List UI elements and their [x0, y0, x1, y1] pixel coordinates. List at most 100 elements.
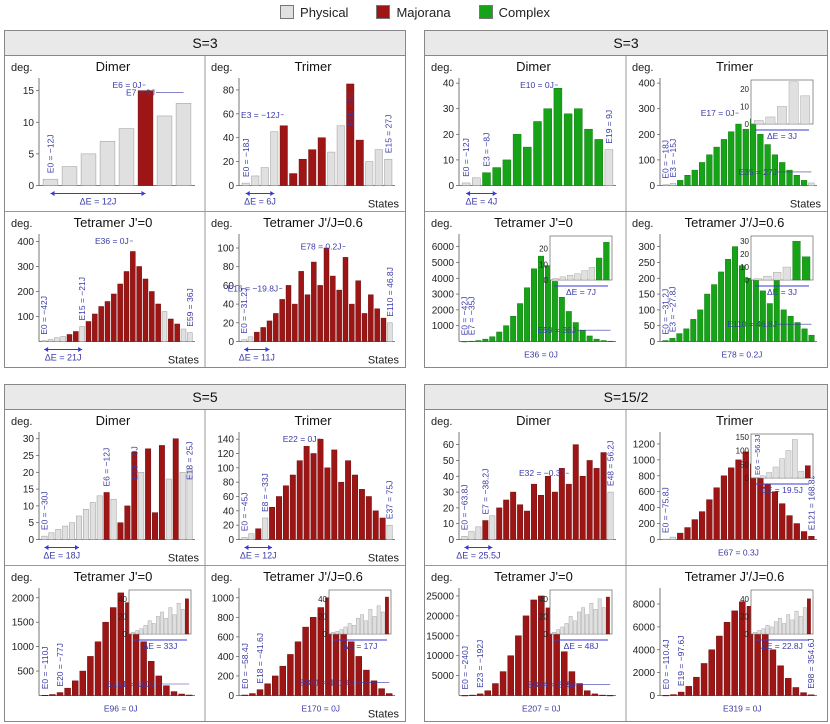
bar-complex [496, 331, 503, 342]
inset-tick-label: 40 [318, 594, 327, 603]
chart-svg: Tetramer J'=0 deg. 5000 10000 15000 20000 2500… [426, 569, 616, 713]
bar-majorana [145, 448, 152, 540]
inset-tick-label: 30 [740, 237, 749, 246]
energy-label: E0 = −240J [460, 646, 470, 689]
inset-bar [574, 273, 581, 280]
y-tick-label: 100 [217, 243, 234, 254]
bar-physical [61, 166, 78, 186]
inset-bar [753, 120, 764, 125]
panel-group: S=5 Dimer deg. 0 5 10 15 20 25 30 E0 = −30J E6 = −1… [4, 384, 406, 722]
bar-majorana [170, 690, 178, 696]
y-tick-label: 15000 [426, 631, 454, 642]
delta-label: ΔE = 18J [43, 551, 80, 561]
bar-physical [248, 533, 255, 540]
energy-label: E0 = −42J [39, 296, 49, 335]
inset-bar [798, 615, 803, 634]
bar-physical [179, 472, 186, 540]
bar-complex [764, 144, 771, 186]
legend-swatch [376, 5, 391, 19]
bar-majorana [591, 693, 599, 696]
bar-complex [553, 87, 563, 186]
inset-bar [339, 628, 344, 634]
y-tick-label: 1000 [633, 455, 656, 466]
bar-majorana [285, 284, 292, 342]
bar-majorana [606, 694, 614, 696]
bar-complex [697, 309, 704, 342]
bar-complex [780, 309, 787, 342]
y-tick-label: 60 [223, 109, 235, 120]
inset-bar [552, 277, 559, 280]
chart-svg: Tetramer J'/J=0.6deg.02004006008001000E0… [211, 569, 399, 721]
energy-label: E161 = 100J [107, 679, 155, 689]
bar-complex [538, 255, 544, 342]
bar-complex [586, 335, 593, 342]
energy-label: E36 = 0J [524, 349, 558, 359]
chart-title: Trimer [294, 413, 332, 428]
bar-majorana [769, 649, 777, 696]
bar-majorana [385, 692, 393, 696]
chart-panel: Trimer deg. 0 100 200 300 400 E0 = −18J E3 = −15… [626, 56, 827, 212]
inset-frame [128, 589, 192, 634]
bar-majorana [308, 149, 317, 186]
y-tick-label: 40 [223, 133, 235, 144]
y-tick-label: 1500 [12, 617, 35, 628]
bar-complex [482, 172, 491, 186]
energy-label: E0 = −63.8J [460, 484, 470, 530]
inset-tick-label: 0 [544, 630, 549, 639]
bar-majorana [241, 694, 249, 696]
y-tick-label: 0 [649, 181, 655, 192]
inset-bar [788, 81, 799, 125]
y-tick-label: 0 [228, 337, 234, 348]
bar-majorana [544, 476, 551, 540]
inset-bar [568, 615, 573, 634]
y-tick-label: 20 [223, 157, 235, 168]
energy-label: E354 = 225J [528, 679, 576, 689]
y-axis-label: deg. [431, 62, 452, 74]
y-tick-label: 1000 [12, 642, 35, 653]
bar-majorana [586, 460, 593, 540]
delta-label: ΔE = 21J [45, 352, 82, 362]
y-tick-label: 10000 [426, 651, 454, 662]
y-tick-label: 140 [217, 435, 234, 446]
chart-panel: Trimer 0 20 40 60 80 100 120 140 E0 = −45J E8 = −3… [205, 410, 405, 566]
bar-majorana [342, 256, 349, 342]
bar-complex [544, 264, 551, 342]
bar-complex [584, 128, 593, 186]
bar-complex [594, 139, 603, 186]
y-tick-label: 5 [28, 518, 34, 529]
bar-complex [759, 290, 766, 342]
bar-majorana [256, 688, 264, 696]
bar-majorana [330, 275, 336, 342]
inset-bar [773, 271, 782, 280]
inset-tick-label: 20 [539, 244, 548, 253]
bar-physical [180, 328, 187, 342]
bar-majorana [296, 460, 303, 540]
y-tick-label: 2000 [432, 305, 455, 316]
y-tick-label: 20 [223, 318, 235, 329]
bar-majorana [757, 471, 764, 540]
bar-majorana [352, 474, 358, 540]
inset-bar [603, 241, 610, 280]
inset-bar [160, 611, 164, 634]
energy-label: E35 = 27J [738, 167, 777, 177]
legend-item: Complex [478, 2, 550, 22]
inset-tick-label: 20 [740, 85, 749, 94]
inset-bar [180, 608, 185, 634]
energy-label: E48 = 56.2J [606, 440, 616, 486]
y-tick-label: 60 [443, 440, 455, 451]
inset-bar [156, 615, 160, 634]
x-axis-label: States [168, 354, 200, 366]
bar-majorana [579, 476, 586, 540]
bar-complex [543, 108, 552, 186]
y-tick-label: 4000 [432, 273, 455, 284]
bar-physical [386, 524, 393, 540]
bar-physical [384, 158, 393, 186]
energy-label: E3 = −15J [668, 139, 678, 178]
bar-physical [55, 529, 62, 540]
bar-majorana [85, 320, 92, 342]
chart-title: Trimer [294, 59, 332, 74]
bar-complex [691, 169, 698, 186]
bar-majorana [98, 305, 104, 342]
